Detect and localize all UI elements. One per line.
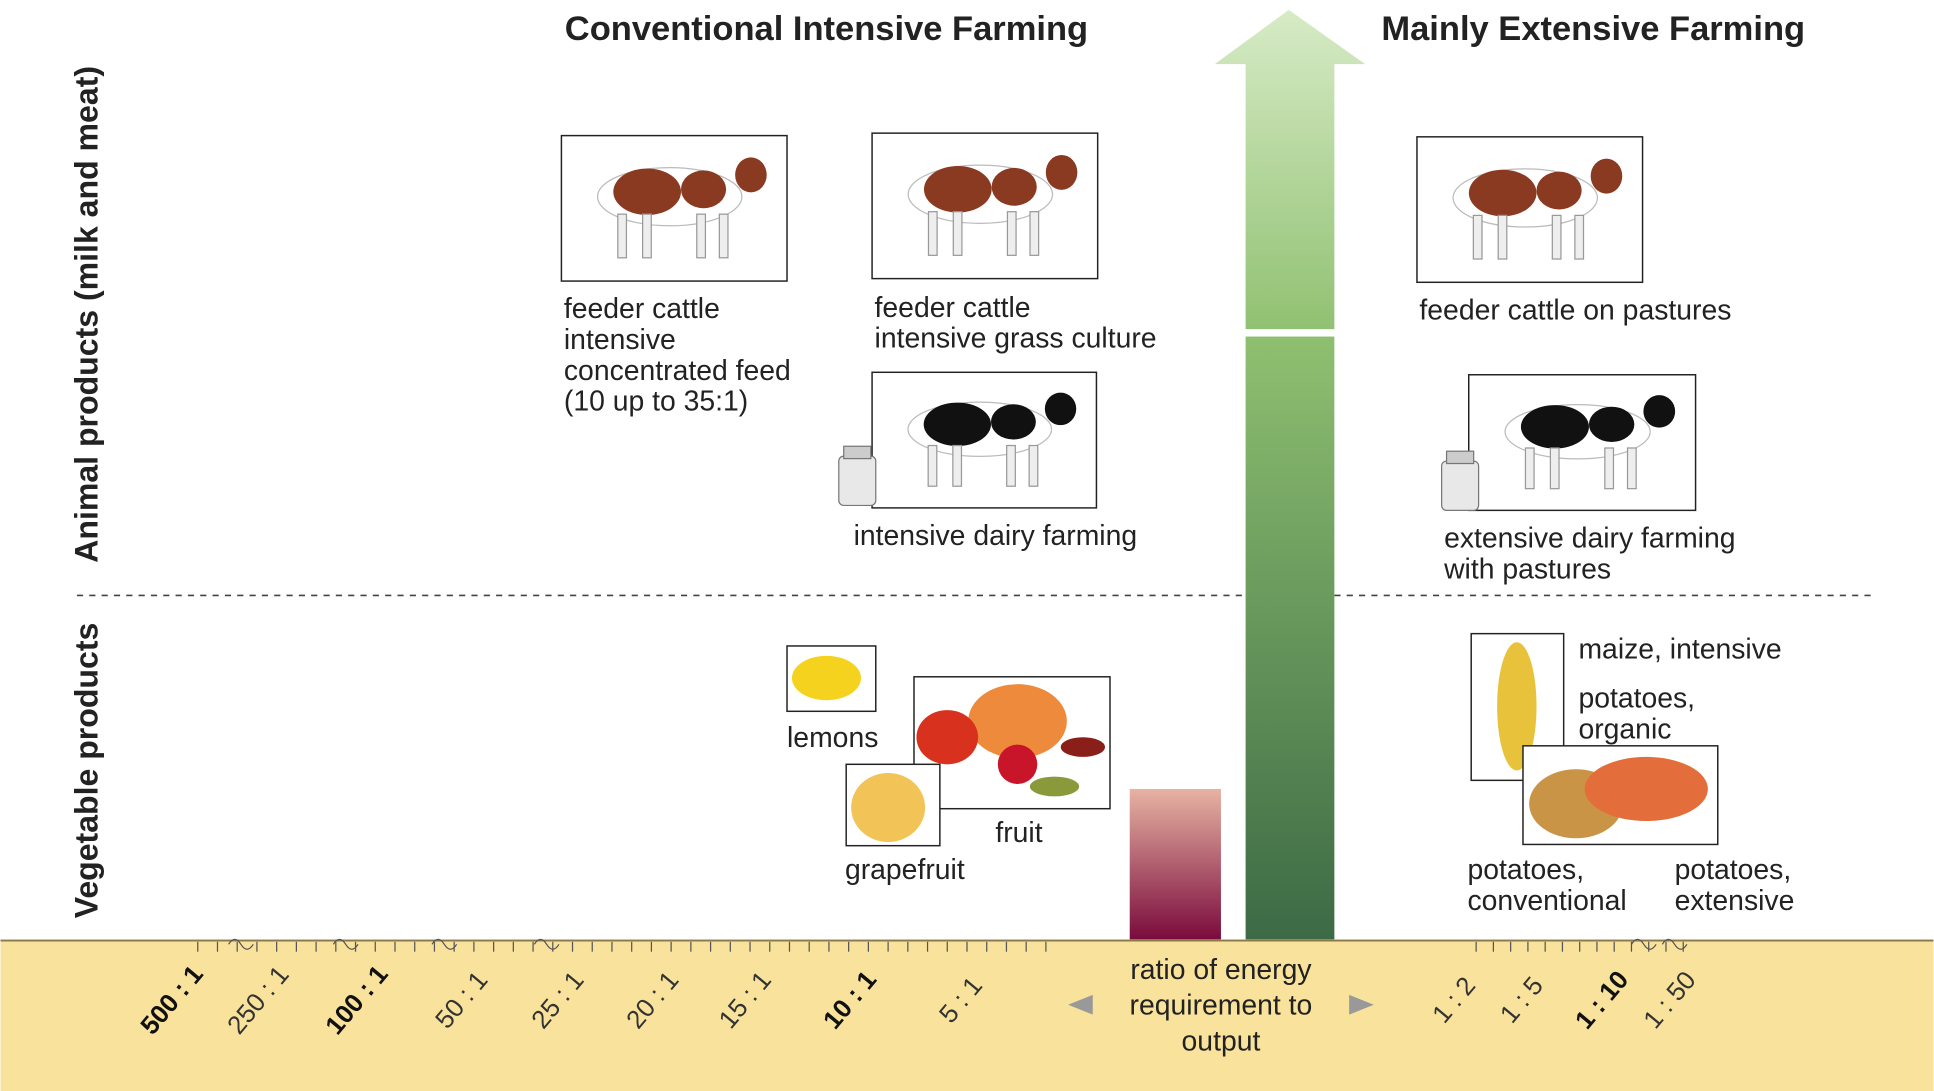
cow-leg	[1575, 215, 1584, 259]
item-label: organic	[1578, 714, 1671, 746]
cow-patch	[681, 170, 726, 208]
cow-leg	[618, 214, 627, 258]
fruit	[998, 745, 1037, 784]
item-label: intensive grass culture	[875, 323, 1157, 355]
fruit	[1585, 757, 1708, 821]
cow-patch	[1469, 170, 1537, 217]
fruit	[1030, 777, 1079, 797]
fruit	[792, 656, 861, 700]
cow-patch	[924, 166, 992, 213]
can-lid	[1447, 451, 1474, 463]
cow-patch	[992, 168, 1037, 206]
cow-leg	[1473, 215, 1482, 259]
axis-caption: ratio of energy	[1130, 954, 1312, 986]
item-label: concentrated feed	[564, 355, 791, 387]
cow-leg	[928, 212, 937, 256]
item-label: potatoes,	[1578, 683, 1695, 715]
cow-head	[735, 157, 767, 192]
item-label: potatoes,	[1468, 854, 1585, 886]
illustration	[561, 136, 787, 281]
item-label: with pastures	[1443, 553, 1611, 585]
milk-can	[839, 446, 876, 505]
cow-leg	[953, 446, 962, 487]
item-label: feeder cattle	[564, 293, 720, 325]
cow-patch	[1537, 172, 1582, 210]
illustration	[872, 133, 1098, 278]
item-label: extensive dairy farming	[1444, 522, 1735, 554]
cow-head	[1591, 159, 1623, 194]
illustration	[1417, 137, 1643, 282]
side-label: Animal products (milk and meat)	[69, 66, 105, 563]
illustration	[787, 646, 876, 711]
cow-head	[1046, 155, 1078, 190]
diagram: Conventional Intensive Farming Mainly Ex…	[0, 0, 1934, 1091]
heading: Mainly Extensive Farming	[1381, 10, 1805, 48]
fruit	[1061, 737, 1105, 757]
cow-leg	[719, 214, 728, 258]
illustration	[1523, 746, 1718, 845]
cow-leg	[1628, 448, 1637, 489]
cow-leg	[1030, 212, 1039, 256]
cow-leg	[643, 214, 652, 258]
illustration	[872, 372, 1096, 508]
cow-patch	[613, 168, 681, 215]
cow-leg	[1029, 446, 1038, 487]
can	[1442, 461, 1479, 510]
item-label: grapefruit	[845, 854, 965, 886]
item-label: feeder cattle on pastures	[1419, 294, 1731, 326]
cow-leg	[1007, 212, 1016, 256]
item-label: conventional	[1468, 885, 1627, 917]
cow-leg	[1498, 215, 1507, 259]
item-label: fruit	[995, 817, 1042, 849]
illustration	[846, 764, 940, 845]
item-label: potatoes,	[1675, 854, 1792, 886]
cow-leg	[1550, 448, 1559, 489]
item-label: intensive dairy farming	[854, 520, 1138, 552]
item-label: maize, intensive	[1578, 633, 1781, 665]
milk-can	[1442, 451, 1479, 510]
heading: Conventional Intensive Farming	[565, 10, 1088, 48]
can-lid	[844, 446, 871, 458]
axis-caption: requirement to	[1130, 990, 1313, 1022]
cow-head	[1643, 395, 1675, 428]
item-label: feeder cattle	[875, 292, 1031, 324]
cow-leg	[1605, 448, 1614, 489]
illustration	[1469, 375, 1696, 511]
axis-caption: output	[1182, 1025, 1261, 1057]
cow-leg	[1552, 215, 1561, 259]
fruit	[916, 710, 978, 764]
cow-patch	[1589, 407, 1634, 442]
item-label: (10 up to 35:1)	[564, 386, 748, 418]
fruit	[851, 773, 925, 842]
cow-leg	[697, 214, 706, 258]
item-label: lemons	[787, 722, 878, 754]
cow-patch	[924, 403, 991, 446]
side-label: Vegetable products	[69, 623, 105, 919]
ratio-bar	[1130, 789, 1221, 939]
cow-leg	[928, 446, 937, 487]
cow-leg	[1007, 446, 1016, 487]
item-label: extensive	[1675, 885, 1795, 917]
energy-arrow	[1215, 10, 1365, 940]
can	[839, 456, 876, 505]
cow-head	[1045, 393, 1076, 426]
cow-patch	[991, 404, 1036, 439]
item-label: intensive	[564, 324, 676, 356]
cow-leg	[1525, 448, 1534, 489]
cow-patch	[1521, 405, 1589, 448]
illustration	[914, 677, 1110, 809]
cow-leg	[953, 212, 962, 256]
